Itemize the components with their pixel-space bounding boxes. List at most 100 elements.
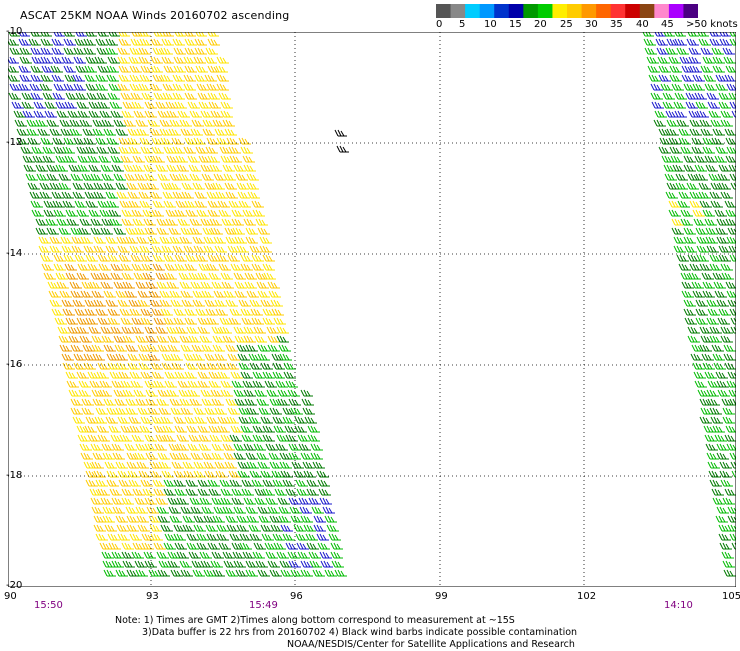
wind-barb (240, 308, 253, 316)
wind-barb (705, 227, 718, 235)
wind-barb (74, 308, 87, 316)
wind-barb (680, 218, 693, 226)
wind-barb (52, 137, 65, 145)
wind-barb (135, 119, 148, 127)
wind-barb (61, 353, 74, 361)
wind-barb (103, 128, 116, 136)
wind-barb (195, 146, 208, 154)
wind-barb (255, 272, 268, 280)
wind-barb (243, 443, 256, 451)
wind-barb (224, 227, 237, 235)
wind-barb (236, 515, 249, 523)
wind-barb (85, 32, 97, 37)
wind-barb (96, 371, 109, 379)
wind-barb (192, 182, 205, 190)
scale-label-40: 40 (636, 19, 649, 30)
wind-barb (165, 101, 178, 109)
wind-barb (134, 173, 147, 181)
wind-barb (217, 425, 230, 433)
wind-barb (728, 245, 736, 253)
wind-barb (85, 83, 98, 91)
wind-barb (699, 344, 712, 352)
wind-barb (687, 32, 699, 37)
wind-barb (688, 56, 701, 64)
wind-barb (221, 218, 234, 226)
wind-barb (681, 65, 694, 73)
wind-barb (40, 254, 53, 262)
wind-barb (179, 281, 192, 289)
wind-barb (668, 209, 681, 217)
wind-barb (117, 470, 130, 478)
wind-barb (647, 65, 660, 73)
wind-barb (194, 74, 207, 82)
wind-barb (203, 569, 216, 577)
wind-barb (175, 155, 188, 163)
wind-barb (151, 371, 164, 379)
scale-swatch (537, 4, 553, 18)
wind-barb (241, 479, 254, 487)
wind-barb (40, 137, 53, 145)
wind-barb (193, 137, 206, 145)
wind-barb (698, 182, 711, 190)
wind-barb (276, 434, 289, 442)
wind-barb (77, 164, 90, 172)
wind-barb (35, 119, 48, 127)
wind-barb (288, 443, 301, 451)
wind-barb (33, 110, 46, 118)
wind-barb (172, 83, 185, 91)
wind-barb (718, 533, 731, 541)
wind-barb (230, 371, 243, 379)
wind-barb (88, 101, 101, 109)
wind-barb (121, 218, 134, 226)
wind-barb (56, 218, 69, 226)
wind-barb (181, 182, 194, 190)
wind-barb (35, 164, 48, 172)
wind-barb (211, 452, 224, 460)
wind-barb (222, 551, 235, 559)
wind-barb (160, 74, 173, 82)
wind-barb (195, 254, 208, 262)
wind-barb (163, 434, 176, 442)
wind-barb (64, 74, 77, 82)
wind-barb (698, 191, 711, 199)
scale-swatch (625, 4, 641, 18)
wind-barb (125, 407, 138, 415)
wind-barb (62, 362, 75, 370)
wind-barb (117, 245, 130, 253)
wind-barb (190, 452, 203, 460)
wind-barb (147, 236, 160, 244)
wind-barb (193, 461, 206, 469)
wind-barb (80, 452, 93, 460)
wind-barb (658, 74, 671, 82)
wind-barb (210, 389, 223, 397)
wind-barb (100, 164, 113, 172)
wind-barb (267, 281, 280, 289)
wind-barb (65, 209, 78, 217)
wind-barb (699, 263, 712, 271)
wind-barb (695, 308, 708, 316)
wind-barb (719, 542, 732, 550)
wind-barb (188, 434, 201, 442)
wind-barb (160, 416, 173, 424)
wind-barb (33, 101, 46, 109)
wind-barb (283, 371, 296, 379)
wind-barb (245, 227, 258, 235)
wind-barb (145, 389, 158, 397)
wind-barb (227, 254, 240, 262)
wind-barb (698, 38, 711, 46)
lon-label-93e: 93 (146, 591, 159, 602)
lon-label-99e: 99 (435, 591, 448, 602)
wind-barb (180, 569, 193, 577)
scale-swatch (639, 4, 655, 18)
wind-barb (290, 515, 303, 523)
wind-barb (183, 56, 196, 64)
wind-barb (644, 47, 657, 55)
wind-barb (160, 137, 173, 145)
wind-barb (137, 299, 150, 307)
wind-barb (669, 65, 682, 73)
wind-barb (90, 173, 103, 181)
wind-barb (275, 380, 288, 388)
wind-barb (706, 317, 719, 325)
wind-barb (100, 326, 113, 334)
wind-barb (322, 506, 335, 514)
